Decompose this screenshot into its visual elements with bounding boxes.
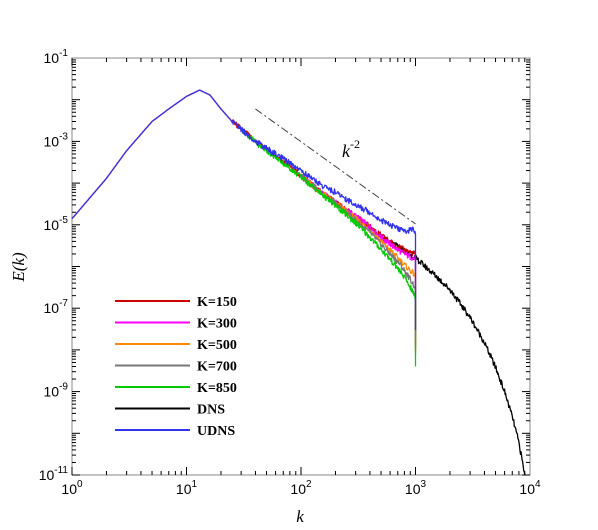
y-tick-label: 10-11: [39, 465, 69, 483]
y-tick-label: 10-9: [44, 382, 69, 400]
legend-label-k-700: K=700: [197, 360, 237, 375]
legend-label-k-850: K=850: [197, 381, 237, 396]
y-axis-label: E(k): [9, 252, 28, 283]
x-axis-label: k: [296, 507, 304, 526]
series-line-udns: [71, 89, 417, 330]
y-tick-labels: 10-1 10-3 10-5 10-7 10-9 10-11: [39, 48, 69, 483]
x-tick-label: 104: [519, 479, 541, 497]
legend: K=150 K=300 K=500 K=700 K=850 DNS UDNS: [115, 295, 237, 439]
y-tick-label: 10-1: [44, 48, 69, 66]
y-tick-label: 10-7: [44, 298, 69, 316]
series-line-dns: [380, 235, 526, 476]
series-layer: [71, 89, 526, 476]
series-line-k-850: [240, 126, 417, 367]
x-tick-label: 100: [61, 479, 83, 497]
x-tick-label: 101: [176, 479, 198, 497]
x-tick-labels: 100 101 102 103 104: [61, 479, 541, 497]
x-tick-label: 102: [290, 479, 312, 497]
series-line-k-150: [71, 89, 417, 347]
tick-marks: [71, 58, 530, 476]
legend-label-k-150: K=150: [197, 295, 237, 310]
y-tick-label: 10-5: [44, 215, 69, 233]
slope-annotation: k-2: [342, 137, 360, 161]
legend-label-k-500: K=500: [197, 338, 237, 353]
plot-border: [71, 57, 531, 476]
x-tick-label: 103: [405, 479, 427, 497]
slope-reference-line: [255, 108, 416, 225]
series-line-k-700: [300, 174, 417, 354]
y-tick-label: 10-3: [44, 131, 69, 149]
legend-label-dns: DNS: [197, 403, 225, 418]
plot-frame: [71, 57, 531, 476]
legend-label-udns: UDNS: [197, 424, 235, 439]
annotation-layer: k-2: [255, 108, 416, 225]
legend-label-k-300: K=300: [197, 317, 237, 332]
